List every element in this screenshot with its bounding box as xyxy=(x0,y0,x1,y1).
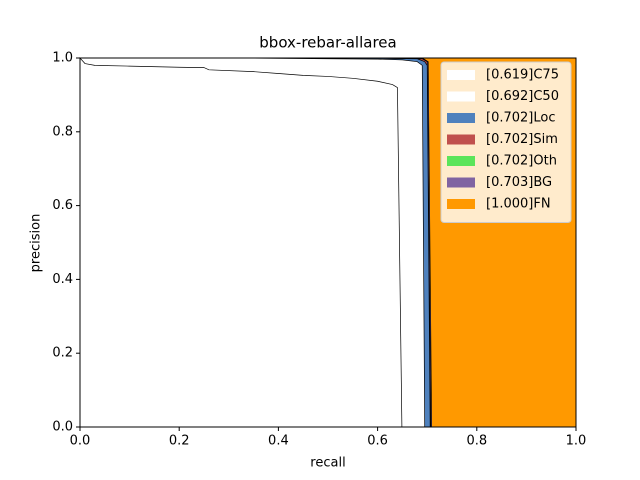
legend-swatch xyxy=(447,156,475,166)
legend-label: [0.702]Oth xyxy=(486,154,557,169)
legend-swatch xyxy=(447,177,475,188)
legend-label: [0.703]BG xyxy=(486,175,552,190)
x-axis-label: recall xyxy=(310,456,345,471)
x-tick-label: 0.8 xyxy=(466,434,487,449)
x-tick-label: 0.0 xyxy=(70,434,91,449)
y-axis-label: precision xyxy=(29,214,44,273)
legend-label: [0.619]C75 xyxy=(486,68,559,83)
legend-label: [1.000]FN xyxy=(486,197,551,212)
legend-swatch xyxy=(447,199,475,209)
y-tick-label: 0.4 xyxy=(52,272,73,287)
legend-label: [0.702]Loc xyxy=(486,111,555,126)
legend-label: [0.692]C50 xyxy=(486,89,559,104)
x-tick-label: 1.0 xyxy=(566,434,587,449)
plot-frame xyxy=(79,57,577,428)
y-tick-label: 0.8 xyxy=(52,124,73,139)
y-tick-label: 0.0 xyxy=(52,420,73,435)
x-tick-label: 0.2 xyxy=(169,434,190,449)
legend-swatch xyxy=(447,134,475,145)
legend-swatch xyxy=(447,70,475,80)
y-tick-label: 0.6 xyxy=(52,198,73,213)
chart-title: bbox-rebar-allarea xyxy=(259,34,396,52)
area xyxy=(79,57,403,428)
legend-swatch xyxy=(447,91,475,102)
y-tick-label: 1.0 xyxy=(52,51,73,66)
y-tick-label: 0.2 xyxy=(52,346,73,361)
x-tick-label: 0.6 xyxy=(367,434,388,449)
legend-swatch xyxy=(447,113,475,123)
x-tick-label: 0.4 xyxy=(268,434,289,449)
legend-label: [0.702]Sim xyxy=(486,132,558,147)
